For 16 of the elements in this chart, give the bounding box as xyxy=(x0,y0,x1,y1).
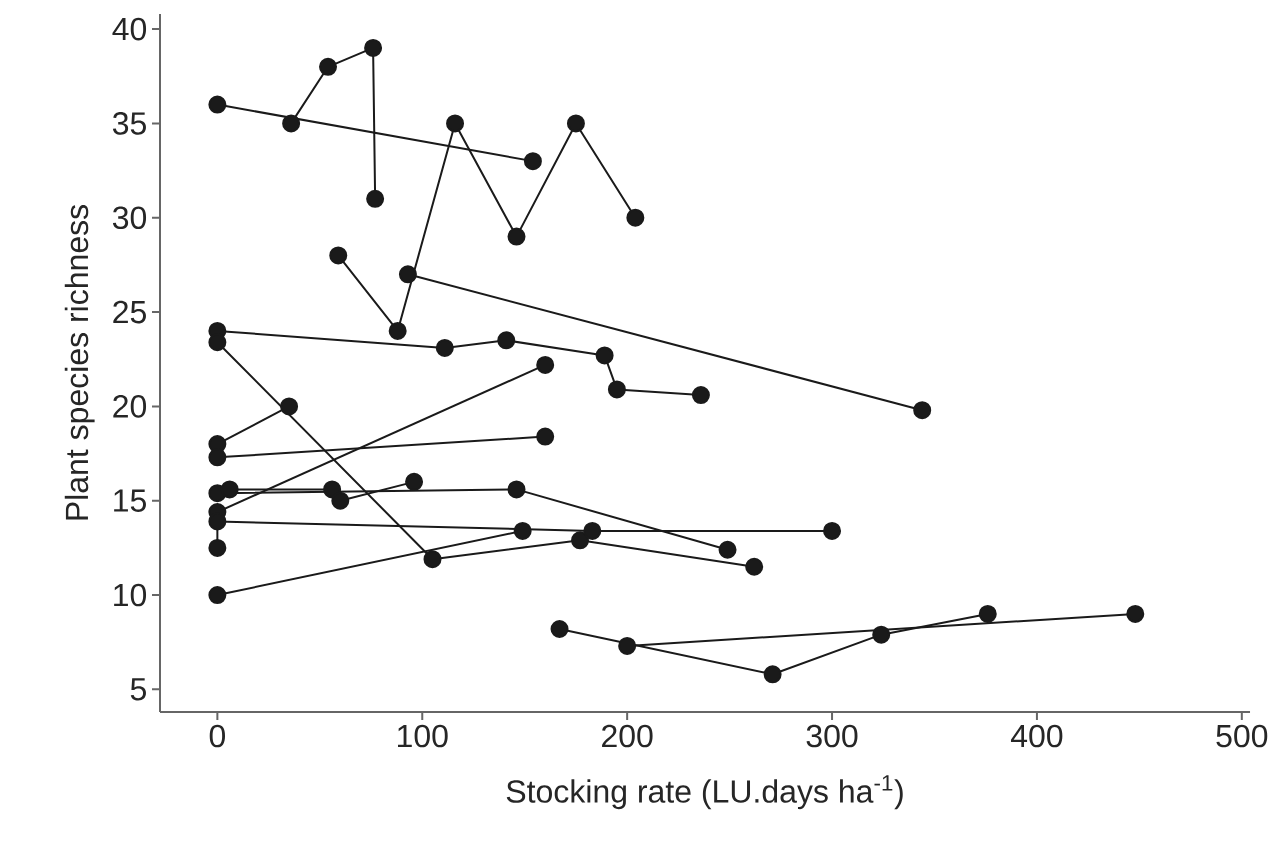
x-axis-title: Stocking rate (LU.days ha$^{-1}$) xyxy=(506,775,903,810)
y-tick-label: 20 xyxy=(113,395,147,418)
y-tick-label: 15 xyxy=(114,489,146,512)
y-tick-label: 10 xyxy=(114,583,147,607)
y-tick-label: 30 xyxy=(112,206,147,230)
x-tick-label: 500 xyxy=(1216,724,1268,748)
x-tick-label: 400 xyxy=(1010,724,1063,748)
x-tick-label: 200 xyxy=(602,724,653,748)
y-tick-label: 35 xyxy=(112,112,146,135)
y-tick-label: 25 xyxy=(113,300,146,324)
x-tick-label: 300 xyxy=(806,724,858,748)
y-tick-label: 5 xyxy=(130,678,146,701)
x-tick-label: 0 xyxy=(209,724,226,748)
y-tick-label: 40 xyxy=(112,17,147,41)
y-axis-title: Plant species richness xyxy=(64,205,95,520)
x-tick-label: 100 xyxy=(398,724,448,748)
